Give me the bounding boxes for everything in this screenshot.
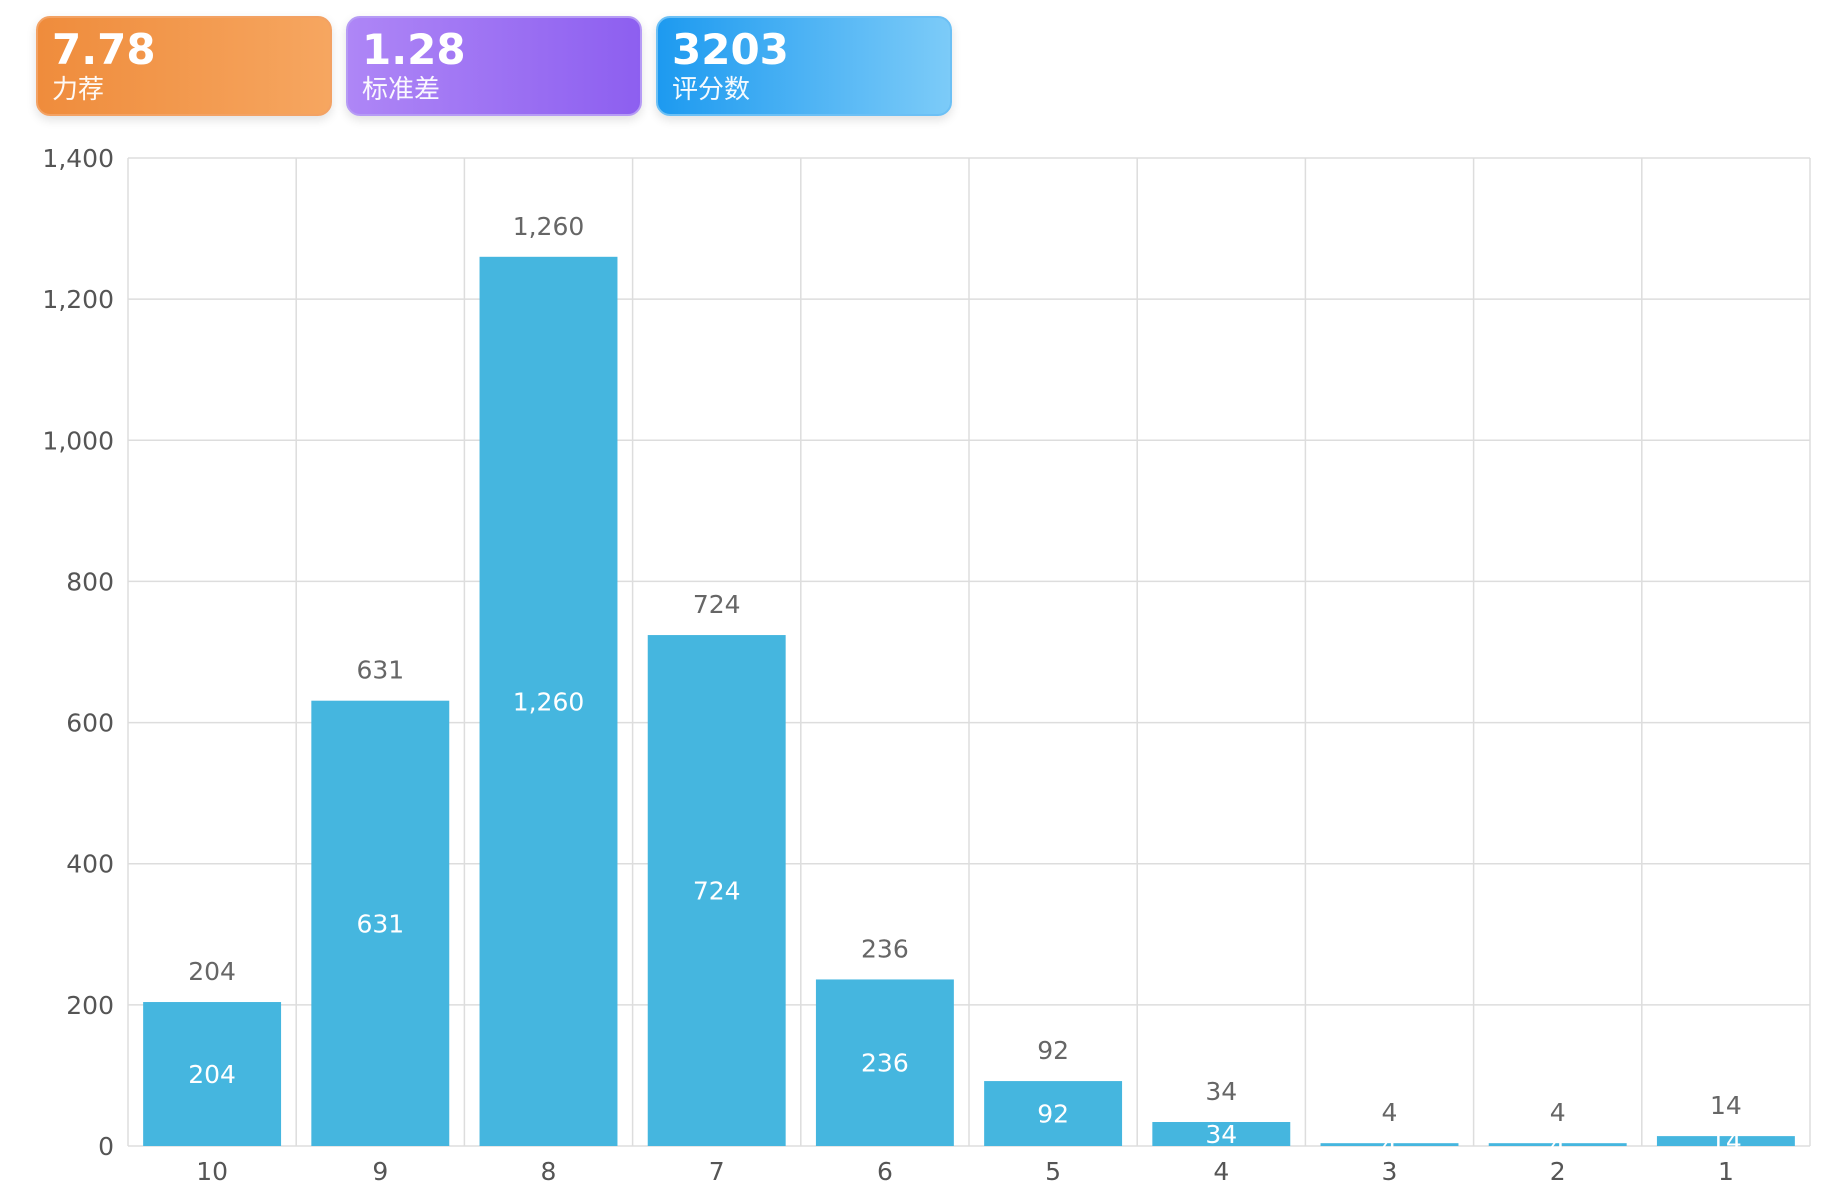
x-tick-label: 9 bbox=[372, 1157, 388, 1182]
bar[interactable] bbox=[143, 1002, 282, 1146]
bar-value-label: 4 bbox=[1550, 1098, 1566, 1127]
bar[interactable] bbox=[479, 256, 618, 1146]
count-card: 3203 评分数 bbox=[656, 16, 952, 116]
bar-inner-value-label: 724 bbox=[693, 877, 741, 906]
x-tick-label: 6 bbox=[877, 1157, 893, 1182]
bar-value-label: 204 bbox=[188, 957, 236, 986]
bar-value-label: 724 bbox=[693, 590, 741, 619]
y-tick-label: 200 bbox=[66, 991, 114, 1020]
bar-inner-value-label: 236 bbox=[861, 1049, 909, 1078]
y-tick-label: 1,200 bbox=[42, 285, 114, 314]
rating-label: 力荐 bbox=[52, 75, 105, 105]
count-value: 3203 bbox=[672, 25, 789, 74]
x-tick-label: 10 bbox=[196, 1157, 228, 1182]
bar-value-label: 92 bbox=[1037, 1036, 1069, 1065]
y-tick-label: 0 bbox=[98, 1132, 114, 1161]
bar-value-label: 631 bbox=[356, 656, 404, 685]
stddev-value: 1.28 bbox=[362, 25, 466, 74]
stddev-label: 标准差 bbox=[362, 75, 441, 105]
bar-inner-value-label: 631 bbox=[356, 909, 404, 938]
bar[interactable] bbox=[815, 979, 954, 1146]
bar-inner-value-label: 92 bbox=[1037, 1100, 1069, 1129]
x-tick-label: 2 bbox=[1550, 1157, 1566, 1182]
bar[interactable] bbox=[984, 1081, 1123, 1146]
bar[interactable] bbox=[1656, 1136, 1795, 1146]
stats-row: 7.78 力荐 1.28 标准差 3203 评分数 bbox=[36, 16, 952, 116]
bar-inner-value-label: 14 bbox=[1710, 1127, 1742, 1156]
bar-inner-value-label: 4 bbox=[1550, 1131, 1566, 1160]
y-tick-label: 400 bbox=[66, 850, 114, 879]
rating-card: 7.78 力荐 bbox=[36, 16, 332, 116]
bar-inner-value-label: 4 bbox=[1382, 1131, 1398, 1160]
y-tick-label: 600 bbox=[66, 709, 114, 738]
x-tick-label: 4 bbox=[1213, 1157, 1229, 1182]
stddev-card: 1.28 标准差 bbox=[346, 16, 642, 116]
count-label: 评分数 bbox=[672, 75, 751, 105]
x-tick-label: 7 bbox=[709, 1157, 725, 1182]
bar-inner-value-label: 34 bbox=[1205, 1120, 1237, 1149]
rating-value: 7.78 bbox=[52, 25, 156, 74]
bar-inner-value-label: 1,260 bbox=[513, 687, 585, 716]
bar[interactable] bbox=[647, 635, 786, 1146]
bar-inner-value-label: 204 bbox=[188, 1060, 236, 1089]
bar-value-label: 14 bbox=[1710, 1091, 1742, 1120]
x-tick-label: 3 bbox=[1382, 1157, 1398, 1182]
bar[interactable] bbox=[1320, 1143, 1459, 1146]
bar[interactable] bbox=[1152, 1122, 1291, 1146]
x-tick-label: 1 bbox=[1718, 1157, 1734, 1182]
y-tick-label: 1,000 bbox=[42, 426, 114, 455]
bar[interactable] bbox=[1488, 1143, 1627, 1146]
x-tick-label: 8 bbox=[541, 1157, 557, 1182]
bar-value-label: 236 bbox=[861, 934, 909, 963]
bar-value-label: 4 bbox=[1382, 1098, 1398, 1127]
bar-value-label: 1,260 bbox=[513, 212, 585, 241]
y-tick-label: 800 bbox=[66, 567, 114, 596]
x-tick-label: 5 bbox=[1045, 1157, 1061, 1182]
bar-value-label: 34 bbox=[1205, 1077, 1237, 1106]
bar[interactable] bbox=[311, 700, 450, 1146]
y-tick-label: 1,400 bbox=[42, 144, 114, 173]
